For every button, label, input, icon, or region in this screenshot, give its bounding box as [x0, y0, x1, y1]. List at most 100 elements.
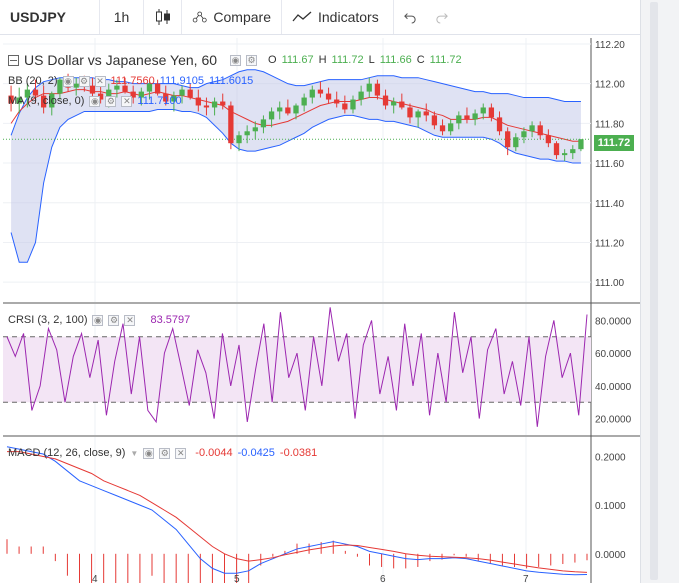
candle-body: [505, 131, 511, 148]
candle-body: [277, 107, 283, 112]
candle-body: [374, 83, 381, 96]
top-toolbar: USDJPY 1h Compare Indicators: [0, 0, 640, 35]
collapse-icon[interactable]: [8, 54, 19, 66]
price-tick-label: 111.80: [595, 119, 625, 130]
time-tick-label: 4: [92, 574, 98, 583]
candle-body: [49, 93, 55, 108]
candle-body: [8, 95, 14, 104]
dropdown-icon[interactable]: ▼: [130, 448, 139, 458]
candle-body: [407, 107, 413, 118]
candle-body: [203, 105, 210, 108]
candle-body: [448, 123, 454, 132]
settings-icon[interactable]: ⚙: [108, 314, 120, 326]
candle-body: [553, 143, 560, 156]
candle-body: [358, 91, 364, 100]
macd-title: MACD (12, 26, close, 9): [8, 447, 126, 459]
candle-body: [24, 89, 30, 98]
symbol-label: USDJPY: [10, 9, 67, 25]
chart-area[interactable]: 112.20 112.00 111.80 111.60 111.40 111.20 111.…: [3, 38, 640, 586]
undo-button[interactable]: [394, 0, 426, 34]
candle-body: [106, 89, 112, 100]
crsi-title: CRSI (3, 2, 100): [8, 314, 88, 326]
candle-body: [399, 101, 405, 108]
close-value: 111.72: [429, 54, 462, 66]
price-tick-label: 112.00: [595, 80, 625, 91]
candle-body: [545, 135, 552, 144]
macd-line: [6, 446, 588, 576]
eye-icon[interactable]: ◉: [143, 447, 155, 459]
scrollbar-thumb[interactable]: [650, 2, 658, 580]
candle-body: [73, 83, 79, 88]
candle-body: [431, 115, 438, 126]
close-icon[interactable]: ✕: [94, 75, 106, 87]
chart-style-button[interactable]: [144, 0, 182, 34]
crsi-line: [6, 307, 588, 427]
interval-button[interactable]: 1h: [100, 0, 144, 34]
candle-body: [252, 127, 258, 132]
ma-title: MA (9, close, 0): [8, 95, 85, 107]
candle-body: [488, 107, 495, 118]
bb-upper-value: 111.9105: [159, 75, 205, 87]
settings-icon[interactable]: ⚙: [105, 95, 117, 107]
macd-signal-value: -0.0381: [279, 447, 318, 459]
macd-signal-line: [7, 451, 588, 573]
close-label: C: [416, 54, 425, 66]
bb-upper-line: [10, 69, 581, 136]
bb-lower-value: 111.6015: [209, 75, 254, 87]
time-tick-label: 5: [234, 574, 240, 583]
compare-icon: [192, 11, 207, 23]
right-scrollbar[interactable]: [640, 0, 679, 583]
candle-body: [228, 105, 234, 144]
bb-basis-value: 111.7560: [110, 75, 155, 87]
candle-body: [97, 93, 104, 100]
candle-body: [350, 99, 356, 110]
crsi-value: 83.5797: [150, 314, 191, 326]
candle-body: [309, 89, 315, 98]
candle-body: [464, 115, 470, 120]
candles-icon: [155, 9, 170, 25]
candle-body: [496, 117, 503, 132]
candle-body: [114, 85, 120, 90]
settings-icon[interactable]: ⚙: [159, 447, 171, 459]
close-icon[interactable]: ✕: [121, 95, 133, 107]
bb-title: BB (20, 2): [8, 75, 58, 87]
candle-body: [187, 89, 193, 98]
ma-value: 111.7100: [137, 95, 182, 107]
candle-body: [480, 107, 486, 114]
candle-body: [423, 111, 429, 116]
compare-button[interactable]: Compare: [182, 0, 282, 34]
candle-body: [138, 91, 144, 98]
macd-tick-label: 0.1000: [595, 501, 626, 512]
settings-icon[interactable]: ⚙: [78, 75, 90, 87]
settings-icon[interactable]: ⚙: [246, 54, 258, 66]
candle-body: [146, 83, 153, 92]
redo-button[interactable]: [426, 0, 458, 34]
close-icon[interactable]: ✕: [175, 447, 187, 459]
candle-body: [529, 125, 535, 132]
close-icon[interactable]: ✕: [124, 314, 136, 326]
candle-body: [472, 113, 478, 120]
price-tick-label: 112.20: [595, 40, 625, 51]
macd-tick-label: 0.0000: [595, 550, 626, 561]
candle-body: [163, 93, 169, 102]
candle-body: [366, 83, 372, 92]
eye-icon[interactable]: ◉: [230, 54, 242, 66]
indicators-button[interactable]: Indicators: [282, 0, 394, 34]
price-tick-label: 111.60: [595, 159, 625, 170]
ma-legend: MA (9, close, 0) ◉ ⚙ ✕ 111.7100: [8, 95, 182, 107]
candle-body: [391, 101, 397, 106]
price-tick-label: 111.40: [595, 199, 625, 210]
chart-canvas[interactable]: 112.20 112.00 111.80 111.60 111.40 111.20 111.…: [3, 38, 640, 586]
candle-body: [382, 95, 389, 106]
symbol-search-button[interactable]: USDJPY: [0, 0, 100, 34]
eye-icon[interactable]: ◉: [92, 314, 104, 326]
low-label: L: [368, 54, 375, 66]
time-tick-label: 6: [380, 574, 386, 583]
bb-lower-line: [10, 108, 581, 263]
macd-tick-label: 0.2000: [595, 452, 626, 463]
candle-body: [195, 97, 201, 106]
eye-icon[interactable]: ◉: [89, 95, 101, 107]
candle-body: [179, 89, 185, 96]
eye-icon[interactable]: ◉: [62, 75, 74, 87]
candle-body: [570, 149, 576, 154]
